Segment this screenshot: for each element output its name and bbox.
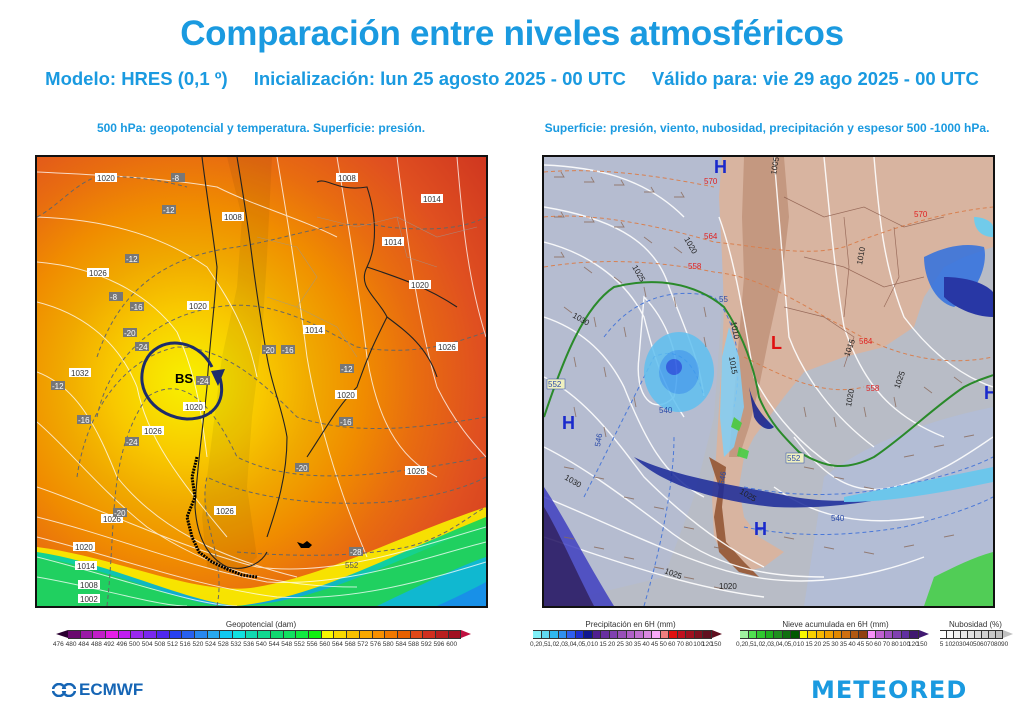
svg-text:546: 546: [717, 470, 728, 485]
snow-colorbar-title: Nieve acumulada en 6H (mm): [782, 620, 889, 629]
svg-text:540: 540: [659, 406, 673, 415]
precip-colorbar-ticks: 0,2 0,5 1,0 2,0 3,0 4,0 5,0 10 15 20 25 30 35 40 45 50 6…: [530, 641, 722, 648]
svg-text:570: 570: [704, 177, 718, 186]
geopotential-map-canvas: BS 1020 1026 1032 1020 1008 1014 1008 10…: [37, 157, 486, 606]
snow-colorbar-ticks: 0,2 0,5 1,0 2,0 3,0 4,0 5,0 10 15 20 25 30 35 40 45 50 6…: [736, 641, 928, 648]
svg-text:1020: 1020: [844, 388, 856, 408]
svg-text:1026: 1026: [103, 515, 121, 524]
svg-text:1008: 1008: [80, 581, 98, 590]
cloud-colorbar-ticks: 5 10 20 30 40 50 60 70 80 90: [939, 641, 1009, 648]
ecmwf-logo-icon: [52, 683, 76, 697]
init-label: Inicialización: lun 25 agosto 2025 - 00 …: [253, 68, 626, 89]
svg-text:-8: -8: [110, 293, 118, 302]
cloud-colorbar: [940, 630, 1013, 639]
svg-text:H: H: [754, 519, 767, 539]
svg-text:-8: -8: [172, 174, 180, 183]
bs-annotation: BS: [175, 371, 193, 386]
cloud-colorbar-title: Nubosidad (%): [949, 620, 1002, 629]
svg-text:-20: -20: [124, 329, 136, 338]
svg-text:-24: -24: [136, 343, 148, 352]
svg-text:552: 552: [548, 380, 562, 389]
left-panel-caption: 500 hPa: geopotencial y temperatura. Sup…: [96, 121, 426, 135]
subtitle-row: Modelo: HRES (0,1 º) Inicialización: lun…: [0, 68, 1024, 90]
svg-text:-12: -12: [163, 206, 175, 215]
page-title: Comparación entre niveles atmosféricos: [180, 14, 844, 53]
svg-text:564: 564: [704, 232, 718, 241]
svg-text:H: H: [562, 413, 575, 433]
svg-text:H: H: [984, 383, 993, 403]
precip-colorbar-title: Precipitación en 6H (mm): [585, 620, 676, 629]
geopotential-colorbar-title: Geopotencial (dam): [225, 620, 297, 629]
svg-text:1005: 1005: [769, 157, 781, 175]
svg-text:1032: 1032: [71, 369, 89, 378]
svg-text:1020: 1020: [75, 543, 93, 552]
svg-text:1020: 1020: [97, 174, 115, 183]
svg-text:1010: 1010: [729, 321, 741, 341]
svg-text:558: 558: [866, 384, 880, 393]
svg-text:1026: 1026: [144, 427, 162, 436]
svg-text:1020: 1020: [185, 403, 203, 412]
svg-text:-20: -20: [263, 346, 275, 355]
snow-colorbar: [740, 630, 929, 639]
geopotential-colorbar: [56, 630, 472, 639]
svg-text:-16: -16: [340, 418, 352, 427]
svg-text:1026: 1026: [216, 507, 234, 516]
svg-text:-12: -12: [52, 382, 64, 391]
svg-text:570: 570: [914, 210, 928, 219]
svg-text:558: 558: [688, 262, 702, 271]
svg-text:-12: -12: [126, 255, 138, 264]
svg-text:1026: 1026: [89, 269, 107, 278]
svg-text:H: H: [714, 157, 727, 177]
meteored-logo: METEORED: [811, 676, 968, 704]
svg-text:1014: 1014: [384, 238, 402, 247]
svg-text:552: 552: [345, 561, 359, 570]
surface-map[interactable]: H H H H L 1020 1025 1030 1010 1015 1005 …: [542, 155, 995, 608]
svg-text:1020: 1020: [337, 391, 355, 400]
svg-text:-24: -24: [126, 438, 138, 447]
svg-text:1020: 1020: [411, 281, 429, 290]
svg-text:55: 55: [719, 295, 728, 304]
precip-colorbar: [533, 630, 722, 639]
geopotential-colorbar-ticks: 476 480 484 488 492 496 500 504 508 512 516 520 524 5…: [52, 641, 458, 648]
svg-text:1002: 1002: [80, 595, 98, 604]
geopotential-map[interactable]: BS 1020 1026 1032 1020 1008 1014 1008 10…: [35, 155, 488, 608]
svg-text:1010: 1010: [855, 246, 867, 266]
svg-text:-12: -12: [341, 365, 353, 374]
svg-text:546: 546: [593, 432, 604, 447]
svg-text:1014: 1014: [305, 326, 323, 335]
svg-text:-24: -24: [197, 377, 209, 386]
svg-text:1020: 1020: [719, 582, 737, 591]
surface-map-canvas: H H H H L 1020 1025 1030 1010 1015 1005 …: [544, 157, 993, 606]
valid-label: Válido para: vie 29 ago 2025 - 00 UTC: [651, 68, 979, 89]
svg-text:1020: 1020: [189, 302, 207, 311]
svg-text:1008: 1008: [224, 213, 242, 222]
svg-text:-16: -16: [78, 416, 90, 425]
model-label: Modelo: HRES (0,1 º): [45, 68, 228, 89]
ecmwf-logo: ECMWF: [52, 680, 143, 700]
ecmwf-logo-text: ECMWF: [79, 680, 144, 699]
svg-text:-28: -28: [350, 548, 362, 557]
svg-text:1015: 1015: [727, 356, 739, 376]
svg-text:-20: -20: [114, 509, 126, 518]
svg-text:1026: 1026: [407, 467, 425, 476]
svg-text:-16: -16: [282, 346, 294, 355]
svg-text:-20: -20: [296, 464, 308, 473]
svg-text:1014: 1014: [423, 195, 441, 204]
svg-text:L: L: [771, 333, 782, 353]
svg-text:1014: 1014: [77, 562, 95, 571]
svg-text:540: 540: [831, 514, 845, 523]
svg-text:1026: 1026: [438, 343, 456, 352]
svg-text:552: 552: [787, 454, 801, 463]
svg-text:564: 564: [859, 337, 873, 346]
svg-text:1008: 1008: [338, 174, 356, 183]
right-panel-caption: Superficie: presión, viento, nubosidad, …: [544, 121, 990, 135]
svg-text:-16: -16: [131, 303, 143, 312]
